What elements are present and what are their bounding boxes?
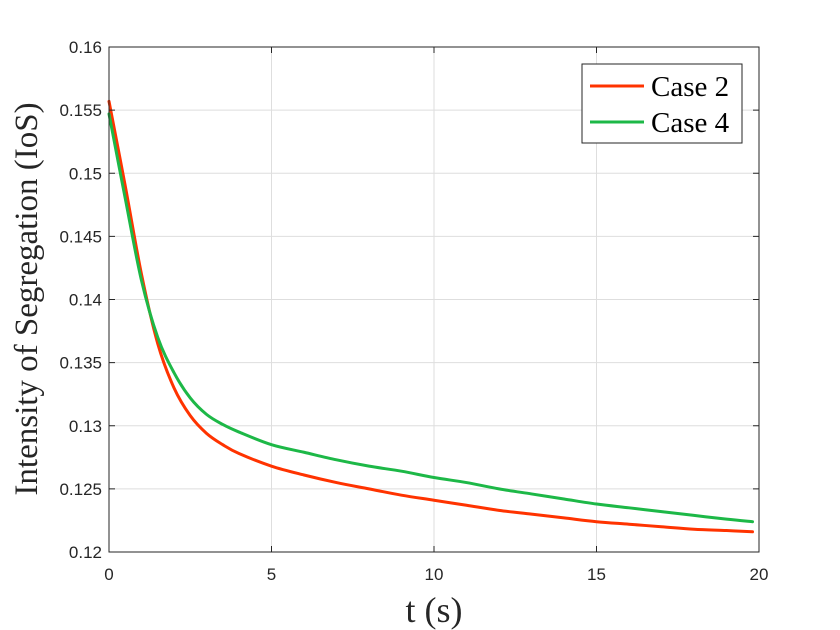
legend: Case 2 Case 4 (581, 63, 743, 144)
y-tick-label: 0.155 (59, 101, 102, 120)
legend-label-case-2: Case 2 (651, 71, 729, 103)
y-tick-label: 0.145 (59, 227, 102, 246)
x-tick-label: 15 (587, 565, 606, 584)
legend-entry-case-4: Case 4 (590, 107, 730, 139)
y-tick-label: 0.13 (69, 417, 102, 436)
y-tick-label: 0.14 (69, 291, 102, 310)
y-tick-label: 0.15 (69, 164, 102, 183)
y-tick-label: 0.16 (69, 38, 102, 57)
x-tick-label: 0 (104, 565, 113, 584)
y-tick-label: 0.125 (59, 480, 102, 499)
axis-tick-labels: 0 5 10 15 20 0.12 0.125 0.13 0.135 0.14 0.145 0.15 0… (59, 38, 768, 584)
series-line-case-2 (107, 99, 754, 534)
series-line-case-4 (107, 112, 754, 524)
legend-box (581, 63, 743, 144)
legend-label-case-4: Case 4 (651, 107, 730, 139)
legend-entry-case-2: Case 2 (590, 71, 729, 103)
y-tick-label: 0.135 (59, 354, 102, 373)
x-axis-title: t (s) (406, 590, 463, 630)
y-tick-label: 0.12 (69, 543, 102, 562)
x-tick-label: 10 (425, 565, 444, 584)
axis-ticks (108, 46, 760, 553)
grid-lines (109, 47, 759, 552)
x-tick-label: 5 (267, 565, 276, 584)
y-axis-title: Intensity of Segregation (IoS) (9, 102, 45, 495)
x-tick-label: 20 (750, 565, 769, 584)
series-lines (107, 99, 754, 534)
